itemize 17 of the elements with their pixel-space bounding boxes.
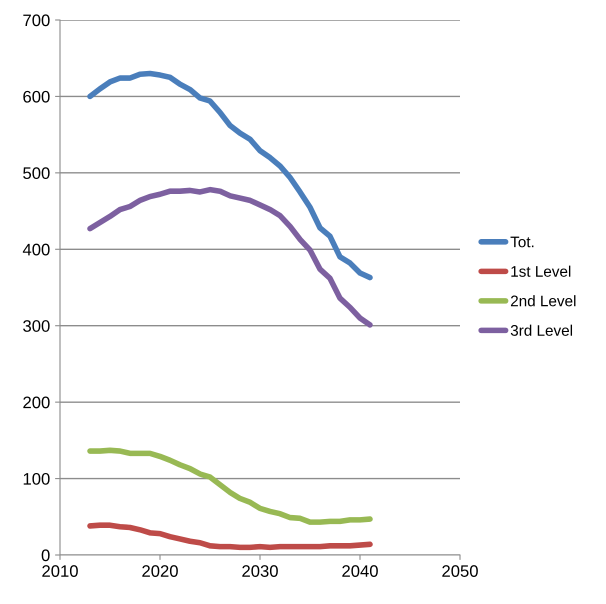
y-tick-label: 500	[23, 167, 50, 180]
legend-label: Tot.	[510, 236, 534, 248]
x-tick-label: 2010	[42, 565, 78, 577]
y-tick-label: 600	[23, 90, 50, 103]
x-tick-label: 2020	[142, 565, 178, 577]
legend-label: 3rd Level	[510, 324, 572, 336]
x-tick-label: 2050	[442, 565, 478, 577]
y-tick-label: 700	[23, 14, 50, 26]
y-tick-label: 300	[23, 320, 50, 332]
y-tick-label: 0	[42, 549, 50, 562]
y-tick-label: 400	[22, 244, 50, 256]
y-tick-label: 200	[23, 396, 50, 408]
y-tick-label: 100	[24, 472, 50, 485]
x-tick-label: 2030	[242, 565, 278, 577]
legend-label: 2nd Level	[510, 295, 576, 306]
x-tick-label: 2040	[342, 565, 378, 577]
legend-label: 1st Level	[511, 266, 570, 277]
